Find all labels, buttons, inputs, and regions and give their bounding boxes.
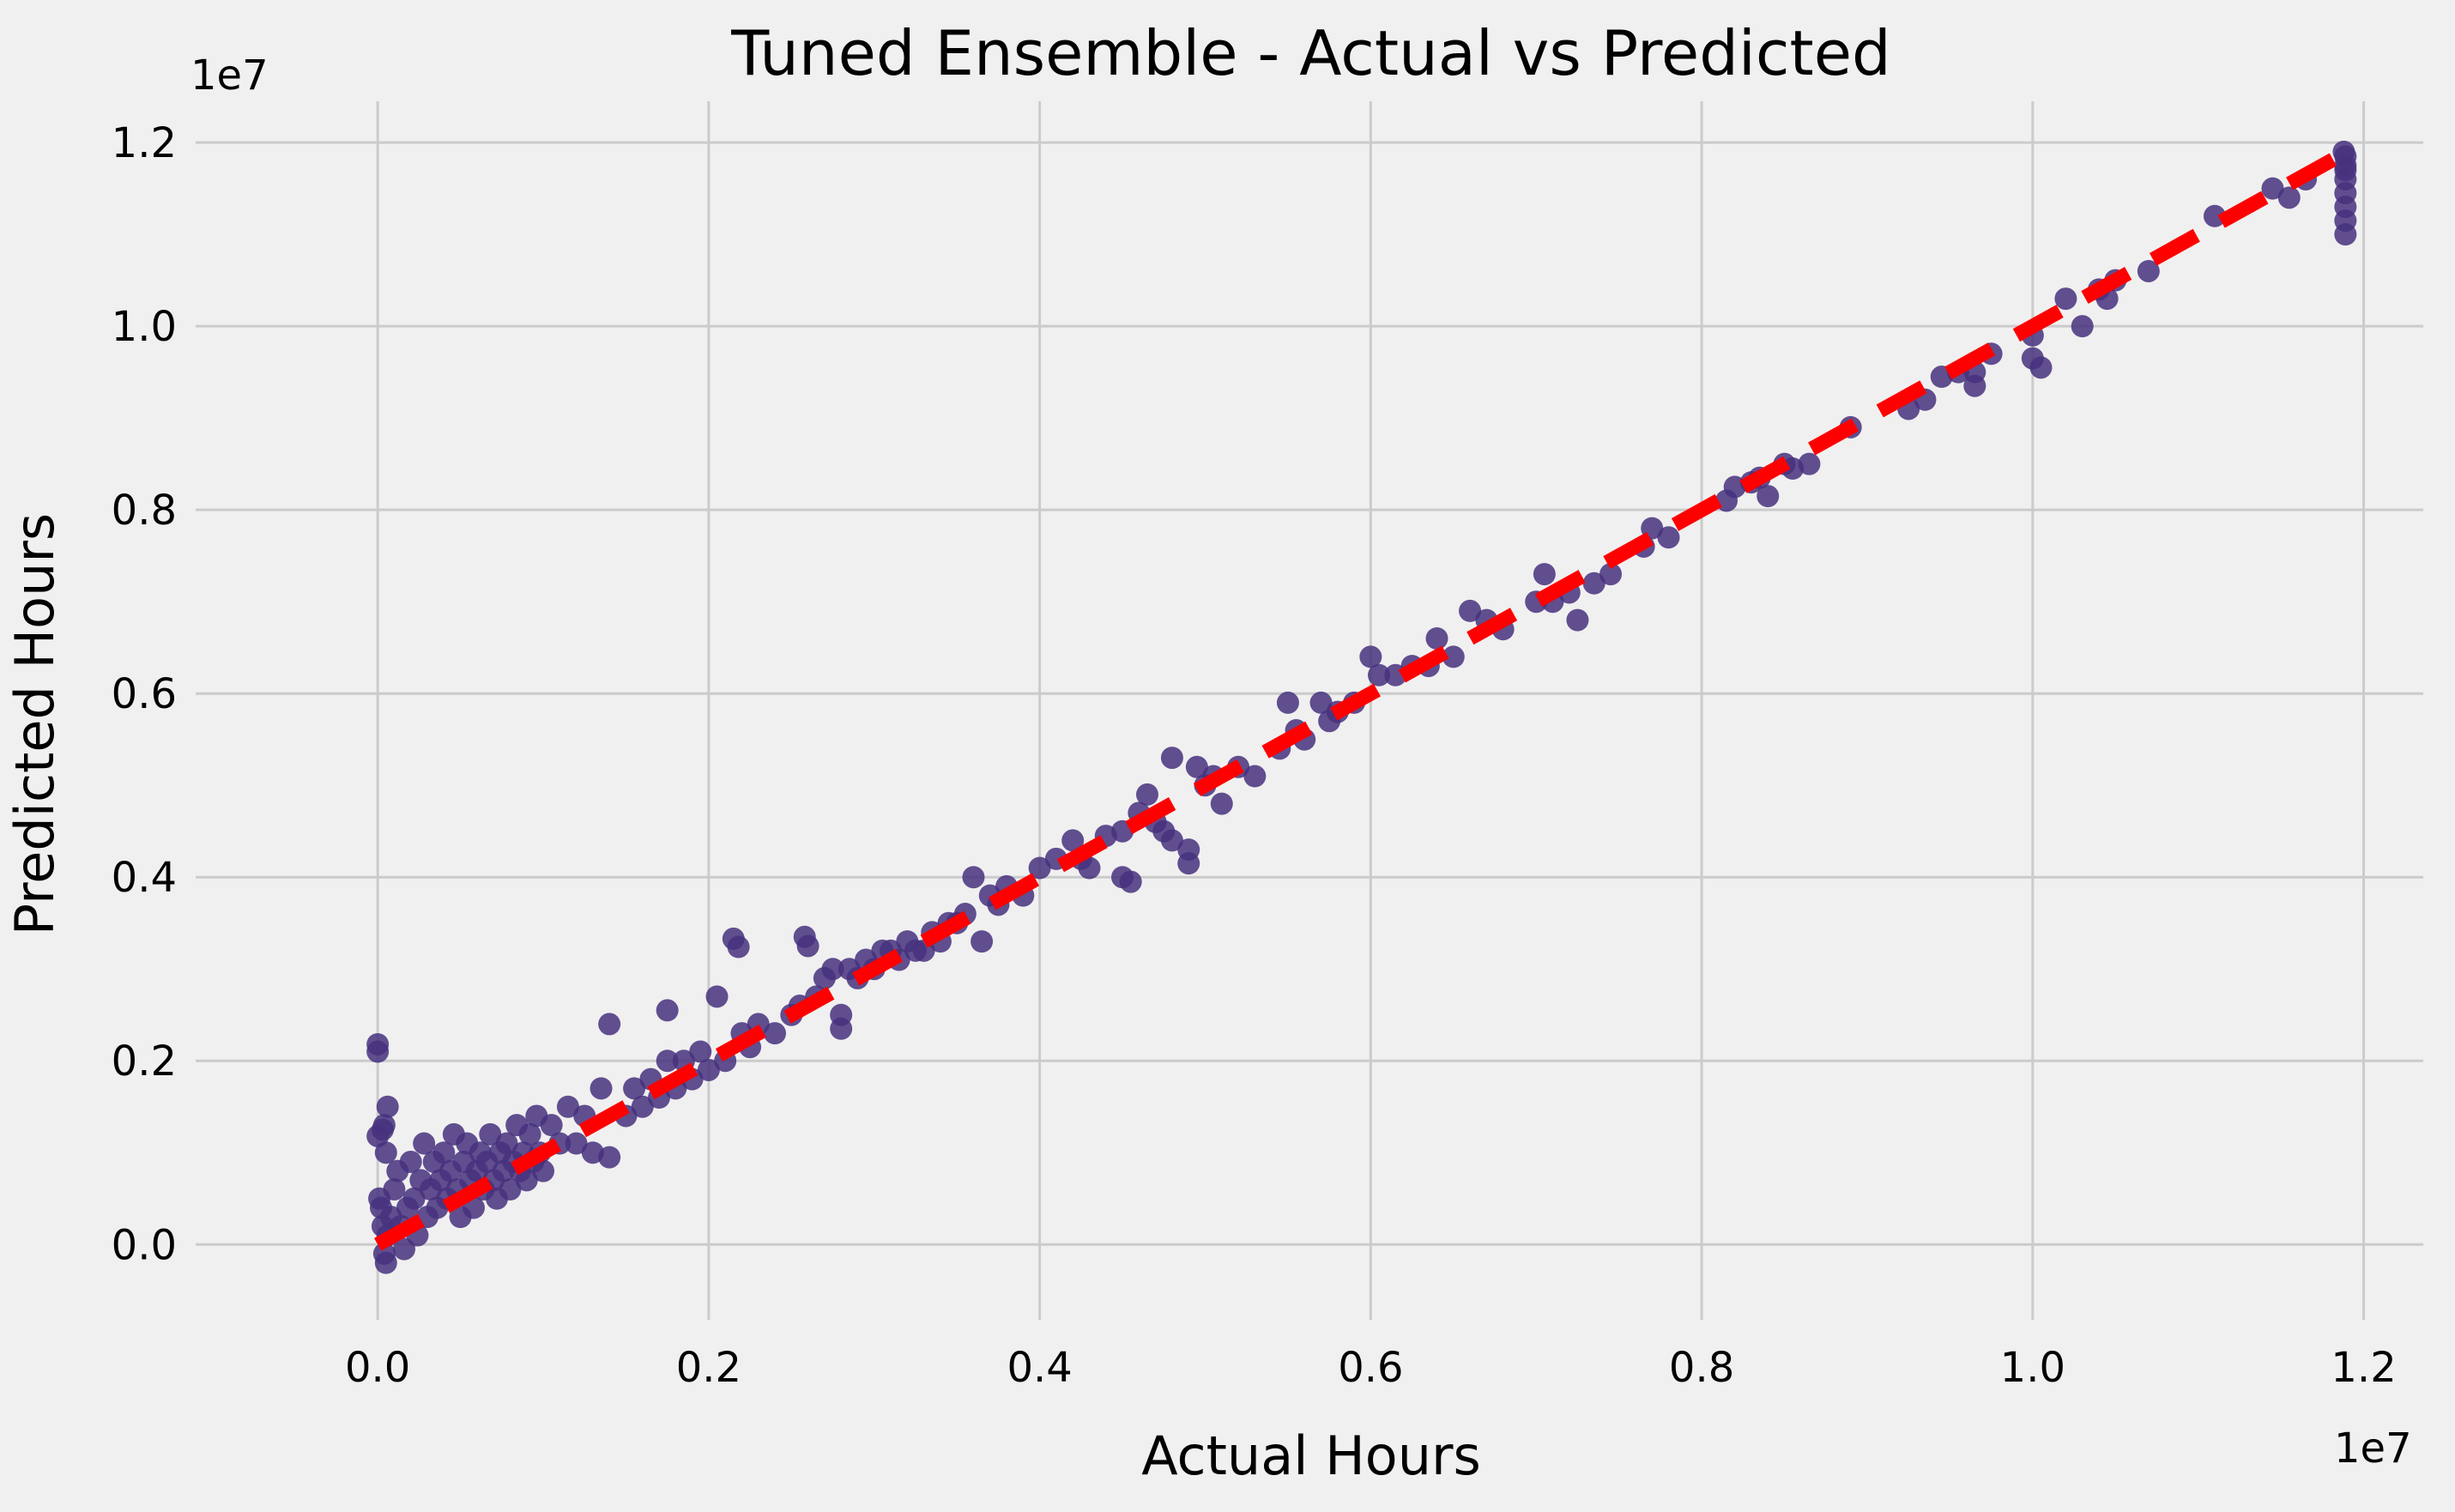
scatter-point <box>656 1049 679 1073</box>
scatter-point <box>1119 870 1142 893</box>
scatter-point <box>727 935 750 959</box>
scatter-point <box>2334 223 2357 246</box>
y-tick-label: 0.8 <box>112 487 177 535</box>
scatter-point <box>432 1141 456 1164</box>
y-axis-label: Predicted Hours <box>3 513 66 935</box>
x-tick-label: 1.0 <box>2000 1344 2065 1392</box>
scatter-point <box>1963 374 1986 397</box>
x-tick-label: 0.2 <box>676 1344 741 1392</box>
scatter-point <box>399 1150 422 1173</box>
scatter-point <box>2137 259 2160 282</box>
scatter-point <box>2203 204 2226 227</box>
scatter-point <box>689 1040 712 1063</box>
y-tick-label: 0.2 <box>112 1037 177 1086</box>
scatter-point <box>656 999 679 1022</box>
x-tick-label: 0.0 <box>345 1344 410 1392</box>
scatter-point <box>1135 783 1158 806</box>
scatter-point <box>402 1187 426 1210</box>
scatter-point <box>1599 563 1623 586</box>
x-axis-ticks: 0.0 0.2 0.4 0.6 0.8 1.0 1.2 <box>345 1344 2397 1392</box>
x-axis-offset-label: 1e7 <box>2334 1424 2412 1473</box>
scatter-point <box>1061 829 1085 852</box>
scatter-point <box>2261 177 2284 200</box>
scatter-point <box>495 1132 518 1155</box>
scatter-point <box>393 1237 416 1261</box>
scatter-point <box>1368 663 1391 686</box>
scatter-point <box>372 1114 396 1137</box>
scatter-point <box>2071 315 2094 338</box>
scatter-point <box>1078 856 1101 880</box>
scatter-point <box>540 1114 563 1137</box>
x-tick-label: 1.2 <box>2331 1344 2396 1392</box>
scatter-point <box>623 1077 646 1100</box>
scatter-point <box>1359 645 1382 668</box>
scatter-point <box>565 1132 588 1155</box>
scatter-point <box>2277 186 2301 209</box>
chart-title: Tuned Ensemble - Actual vs Predicted <box>730 17 1890 89</box>
scatter-point <box>556 1095 579 1118</box>
scatter-point <box>1459 599 1482 622</box>
scatter-point <box>1425 626 1448 650</box>
scatter-point <box>796 934 819 958</box>
scatter-point <box>821 958 844 981</box>
y-tick-label: 0.0 <box>112 1221 177 1269</box>
scatter-point <box>499 1178 522 1201</box>
scatter-point <box>631 1095 654 1118</box>
scatter-point <box>1243 765 1267 788</box>
scatter-point <box>2054 287 2077 311</box>
scatter-point <box>1582 572 1605 595</box>
scatter-point <box>1028 856 1051 880</box>
scatter-point <box>374 1141 397 1164</box>
y-axis-offset-label: 1e7 <box>190 51 269 100</box>
scatter-point <box>479 1122 502 1146</box>
x-axis-label: Actual Hours <box>1141 1424 1481 1487</box>
x-tick-label: 0.4 <box>1007 1344 1072 1392</box>
scatter-point <box>532 1159 555 1182</box>
scatter-point <box>1757 485 1780 508</box>
scatter-point <box>830 1017 853 1040</box>
scatter-point <box>1160 829 1183 852</box>
y-tick-label: 1.2 <box>112 119 177 167</box>
scatter-point <box>590 1077 613 1100</box>
scatter-point <box>1566 608 1589 632</box>
scatter-point <box>1185 755 1208 778</box>
y-tick-label: 0.6 <box>112 670 177 718</box>
scatter-point <box>705 985 729 1008</box>
scatter-point <box>518 1122 541 1146</box>
scatter-point <box>413 1132 436 1155</box>
scatter-point <box>1177 852 1200 875</box>
scatter-point <box>366 1040 390 1063</box>
scatter-point <box>971 930 994 953</box>
scatter-point <box>2334 159 2357 182</box>
scatter-point <box>598 1146 621 1169</box>
ideal-fit-line <box>374 145 2351 1251</box>
scatter-point <box>962 866 985 889</box>
scatter-point <box>374 1251 397 1274</box>
scatter-point <box>2029 356 2053 379</box>
scatter-point <box>764 1022 787 1045</box>
scatter-point <box>697 1058 720 1081</box>
scatter-point <box>1798 452 1821 475</box>
grid <box>196 101 2423 1320</box>
scatter-point <box>1276 691 1299 714</box>
x-tick-label: 0.6 <box>1338 1344 1403 1392</box>
y-tick-label: 0.4 <box>112 854 177 902</box>
scatter-point <box>515 1169 538 1192</box>
x-tick-label: 0.8 <box>1669 1344 1734 1392</box>
scatter-point <box>1657 526 1680 549</box>
scatter-point <box>376 1095 399 1118</box>
scatter-point <box>1309 691 1333 714</box>
scatter-point <box>1442 645 1465 668</box>
scatter-point <box>1210 792 1233 815</box>
scatter-point <box>1160 747 1183 770</box>
y-tick-label: 1.0 <box>112 303 177 351</box>
scatter-point <box>383 1178 406 1201</box>
y-axis-ticks: 0.0 0.2 0.4 0.6 0.8 1.0 1.2 <box>112 119 177 1269</box>
scatter-point <box>598 1013 621 1036</box>
scatter-point <box>1533 563 1556 586</box>
